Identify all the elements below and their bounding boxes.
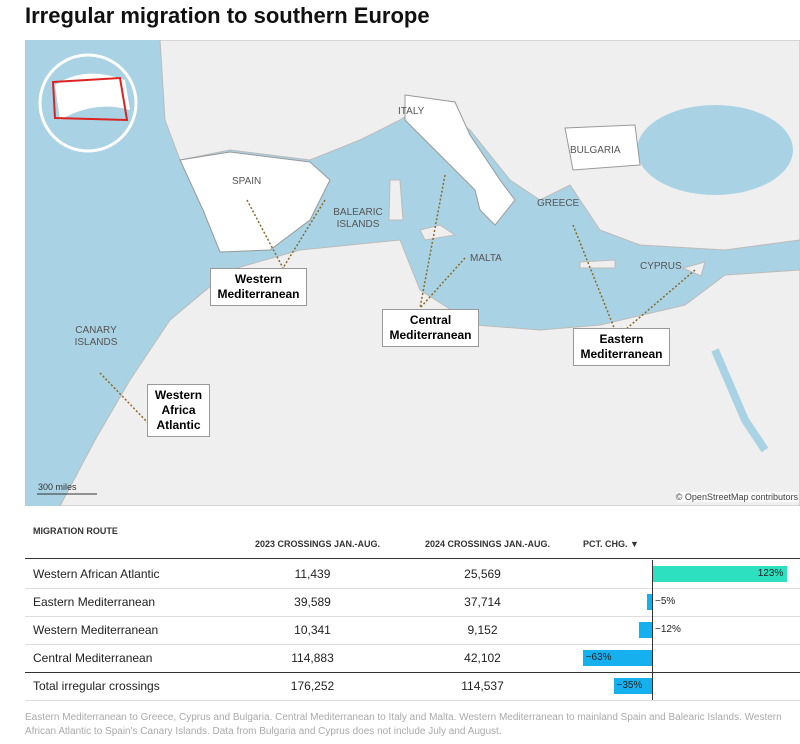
cell: 10,341 bbox=[294, 623, 331, 637]
row-line bbox=[25, 616, 800, 617]
column-header: 2024 CROSSINGS JAN.-AUG. bbox=[425, 539, 551, 549]
bar bbox=[646, 594, 652, 610]
map-label: BULGARIA bbox=[570, 145, 621, 156]
row-line bbox=[25, 672, 800, 673]
route-box: Western Mediterranean bbox=[210, 268, 307, 306]
row-line bbox=[25, 588, 800, 589]
bar bbox=[582, 650, 652, 666]
bar-label: −35% bbox=[616, 680, 643, 691]
bar-label: 123% bbox=[757, 568, 784, 579]
bar-label: −63% bbox=[585, 652, 612, 663]
map-label: SPAIN bbox=[232, 176, 262, 187]
map-label: GREECE bbox=[537, 198, 580, 209]
route-box: Eastern Mediterranean bbox=[573, 328, 670, 366]
cell: Eastern Mediterranean bbox=[33, 595, 156, 609]
bar bbox=[652, 566, 788, 582]
cell: 25,569 bbox=[464, 567, 501, 581]
column-header: PCT. CHG. ▼ bbox=[583, 539, 639, 549]
bar bbox=[613, 678, 652, 694]
map bbox=[25, 40, 800, 506]
column-header: MIGRATION ROUTE bbox=[33, 526, 118, 536]
cell: 39,589 bbox=[294, 595, 331, 609]
cell: 114,537 bbox=[461, 679, 504, 693]
scale: 300 miles bbox=[38, 482, 77, 492]
cell: Western African Atlantic bbox=[33, 567, 160, 581]
map-label: CYPRUS bbox=[640, 261, 682, 272]
cell: 11,439 bbox=[294, 567, 331, 581]
cell: 42,102 bbox=[464, 651, 501, 665]
cell: 37,714 bbox=[464, 595, 501, 609]
cell: 114,883 bbox=[291, 651, 334, 665]
note: Eastern Mediterranean to Greece, Cyprus … bbox=[25, 712, 782, 737]
bar-label: −5% bbox=[655, 596, 676, 607]
attribution: © OpenStreetMap contributors bbox=[675, 492, 798, 502]
map-label: BALEARIC ISLANDS bbox=[333, 207, 383, 230]
rule bbox=[25, 558, 800, 559]
cell: 176,252 bbox=[290, 679, 335, 693]
row-line bbox=[25, 700, 800, 701]
route-box: Central Mediterranean bbox=[382, 309, 479, 347]
title: Irregular migration to southern Europe bbox=[25, 3, 430, 28]
map-label: MALTA bbox=[470, 253, 502, 264]
map-label: CANARY ISLANDS bbox=[74, 325, 118, 348]
cell: Total irregular crossings bbox=[33, 679, 160, 693]
cell: Central Mediterranean bbox=[33, 651, 153, 665]
column-header: 2023 CROSSINGS JAN.-AUG. bbox=[255, 539, 381, 549]
cell: 9,152 bbox=[467, 623, 498, 637]
bar-label: −12% bbox=[655, 624, 681, 635]
row-line bbox=[25, 644, 800, 645]
map-label: ITALY bbox=[398, 106, 425, 117]
table: MIGRATION ROUTE 2023 CROSSINGS JAN.-AUG. 2… bbox=[0, 515, 800, 705]
bar bbox=[638, 622, 652, 638]
zero-line bbox=[652, 560, 653, 700]
route-box: Western Africa Atlantic bbox=[147, 384, 210, 437]
cell: Western Mediterranean bbox=[33, 623, 159, 637]
